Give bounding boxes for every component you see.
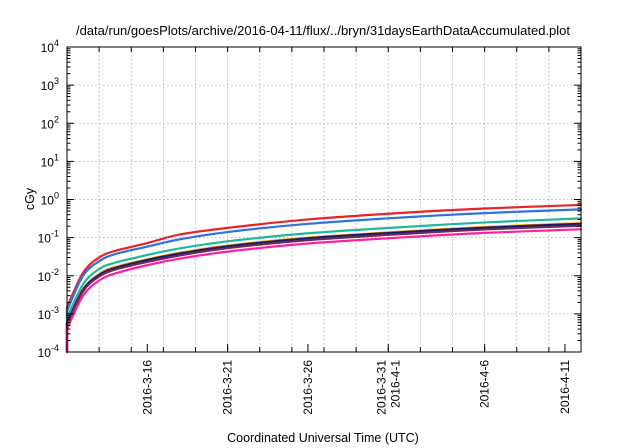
y-axis-label: cGy (23, 187, 37, 210)
y-tick-label: 10-4 (38, 343, 59, 360)
series-line (65, 222, 583, 354)
x-tick-label: 2016-3-31 (374, 360, 388, 415)
x-tick-label: 2016-3-26 (301, 360, 315, 415)
series-line (65, 228, 583, 354)
y-tick-label: 104 (41, 38, 59, 55)
x-tick-label: 2016-4-1 (388, 360, 402, 408)
y-tick-label: 10-1 (38, 229, 59, 246)
grid-layer (67, 47, 581, 352)
series-line (65, 224, 583, 354)
tick-layer (67, 46, 581, 353)
y-tick-label: 101 (41, 152, 59, 169)
y-tick-label: 100 (41, 191, 59, 208)
y-tick-label: 103 (41, 76, 59, 93)
x-tick-labels: 2016-3-16 2016-3-21 2016-3-26 2016-3-31 2016… (140, 360, 572, 415)
x-tick-label: 2016-3-21 (221, 360, 235, 415)
series-line (65, 217, 583, 354)
y-tick-labels: 10-4 10-3 10-2 10-1 100 101 102 103 104 (38, 38, 59, 360)
x-tick-label: 2016-3-16 (140, 360, 154, 415)
series-layer (65, 203, 583, 354)
x-tick-label: 2016-4-6 (478, 360, 492, 408)
series-line (65, 203, 583, 354)
x-axis-label: Coordinated Universal Time (UTC) (227, 431, 419, 445)
chart-title: /data/run/goesPlots/archive/2016-04-11/f… (76, 23, 570, 38)
y-tick-label: 10-3 (38, 305, 59, 322)
x-tick-label: 2016-4-11 (558, 360, 572, 414)
y-tick-label: 102 (41, 114, 59, 131)
y-tick-label: 10-2 (38, 267, 59, 284)
series-line (65, 208, 583, 354)
